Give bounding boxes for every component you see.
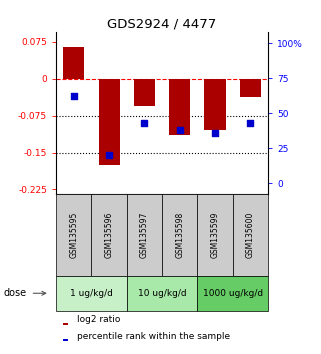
Point [107,152,112,158]
Bar [134,79,155,106]
Bar [197,194,233,276]
Point [213,130,218,136]
Bar [56,276,127,311]
Bar [162,194,197,276]
Text: GSM135596: GSM135596 [105,212,114,258]
Bar [204,79,226,130]
Point [177,127,182,133]
Text: GSM135597: GSM135597 [140,212,149,258]
Title: GDS2924 / 4477: GDS2924 / 4477 [108,18,217,31]
Text: percentile rank within the sample: percentile rank within the sample [77,332,230,341]
Bar [63,323,68,325]
Bar [240,79,261,97]
Bar [63,339,68,341]
Text: log2 ratio: log2 ratio [77,315,121,325]
Text: dose: dose [3,288,26,298]
Point [71,93,76,99]
Bar [127,194,162,276]
Text: 10 ug/kg/d: 10 ug/kg/d [138,289,187,298]
Point [248,120,253,126]
Bar [63,47,84,79]
Bar [99,79,120,165]
Bar [197,276,268,311]
Bar [233,194,268,276]
Bar [91,194,127,276]
Text: GSM135598: GSM135598 [175,212,184,258]
Text: GSM135599: GSM135599 [211,212,220,258]
Text: 1 ug/kg/d: 1 ug/kg/d [70,289,113,298]
Text: 1000 ug/kg/d: 1000 ug/kg/d [203,289,263,298]
Text: GSM135600: GSM135600 [246,212,255,258]
Bar [127,276,197,311]
Bar [56,194,91,276]
Point [142,120,147,126]
Bar [169,79,190,135]
Text: GSM135595: GSM135595 [69,212,78,258]
